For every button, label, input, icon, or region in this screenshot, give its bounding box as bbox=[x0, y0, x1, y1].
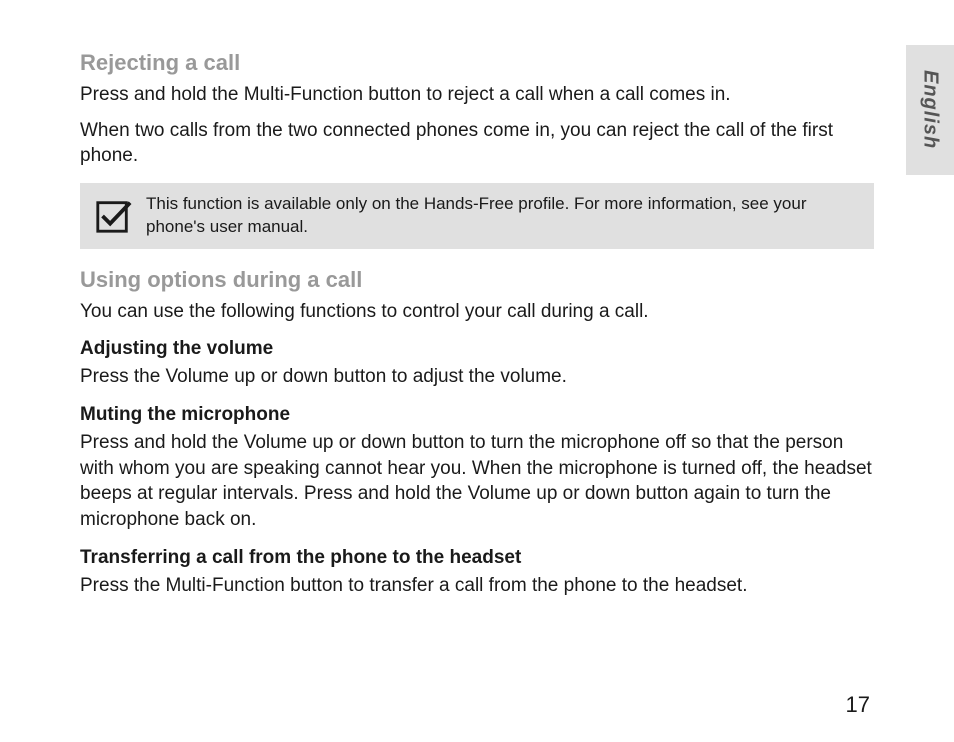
section-rejecting-call: Rejecting a call Press and hold the Mult… bbox=[80, 50, 874, 169]
note-text: This function is available only on the H… bbox=[146, 193, 860, 239]
language-tab-label: English bbox=[919, 70, 942, 149]
page-number: 17 bbox=[846, 692, 870, 718]
body-text: Press the Multi-Function button to trans… bbox=[80, 573, 874, 599]
sub-heading: Transferring a call from the phone to th… bbox=[80, 547, 874, 569]
language-tab: English bbox=[906, 45, 954, 175]
body-text: Press and hold the Multi-Function button… bbox=[80, 82, 874, 108]
section-using-options: Using options during a call You can use … bbox=[80, 267, 874, 598]
section-heading: Rejecting a call bbox=[80, 50, 874, 76]
body-text: When two calls from the two connected ph… bbox=[80, 118, 874, 169]
sub-heading: Adjusting the volume bbox=[80, 338, 874, 360]
body-text: You can use the following functions to c… bbox=[80, 299, 874, 325]
sub-heading: Muting the microphone bbox=[80, 404, 874, 426]
note-box: This function is available only on the H… bbox=[80, 183, 874, 249]
checkbox-note-icon bbox=[94, 197, 132, 235]
section-heading: Using options during a call bbox=[80, 267, 874, 293]
body-text: Press and hold the Volume up or down but… bbox=[80, 430, 874, 533]
body-text: Press the Volume up or down button to ad… bbox=[80, 364, 874, 390]
